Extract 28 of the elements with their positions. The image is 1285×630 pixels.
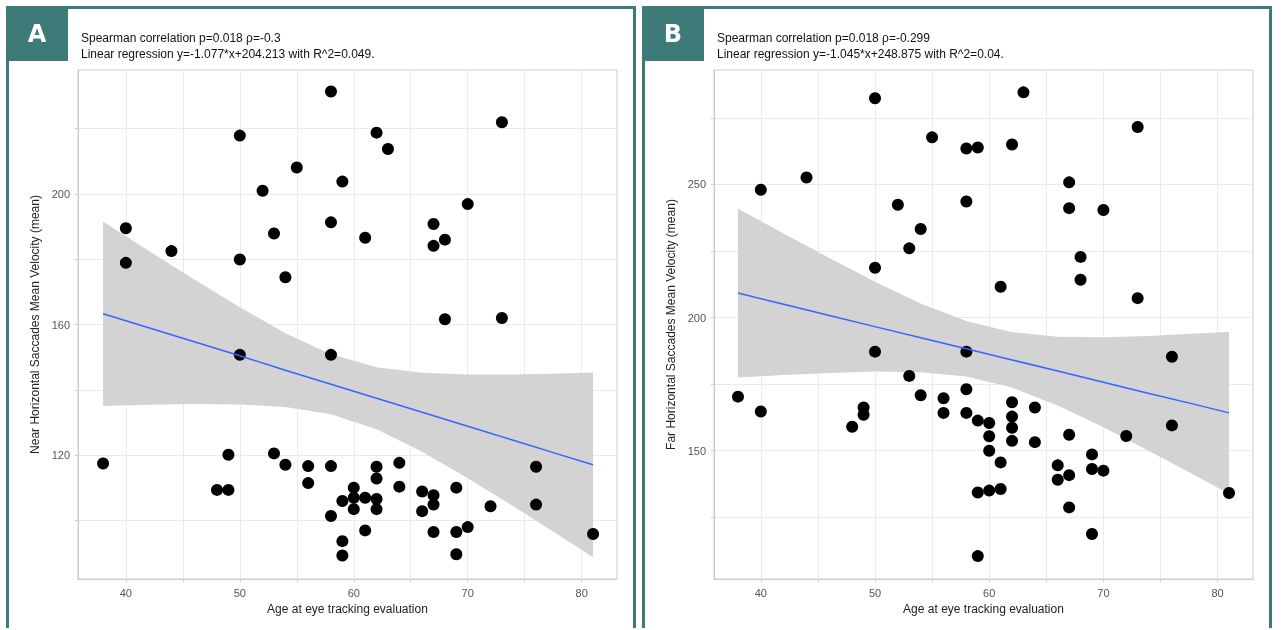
text: Spearman correlation p=0.018 ρ=-0.3 [81, 31, 281, 45]
chart-title: A [6, 6, 68, 61]
x-tick-label: 60 [347, 586, 360, 599]
x-tick-label: 70 [1097, 586, 1110, 599]
y-tick-label: 250 [687, 178, 706, 191]
line-series [737, 292, 1230, 414]
y-axis-title: Far Horizontal Saccades Mean Velocity (mean) [663, 199, 678, 450]
y-tick-label: 200 [687, 311, 706, 324]
text: Linear regression y=-1.077*x+204.213 with R^2=0.049. [81, 47, 375, 61]
x-tick-label: 40 [119, 586, 132, 599]
chart-title: B [642, 6, 704, 61]
x-tick-label: 60 [983, 586, 996, 599]
x-axis-title: Age at eye tracking evaluation [903, 601, 1064, 616]
x-tick-label: 50 [233, 586, 246, 599]
x-tick-label: 70 [461, 586, 474, 599]
line-series [102, 312, 594, 466]
y-tick-label: 160 [51, 318, 70, 331]
x-tick-label: 80 [1211, 586, 1224, 599]
x-tick-label: 80 [575, 586, 588, 599]
text: Spearman correlation p=0.018 ρ=-0.299 [717, 31, 930, 45]
y-axis-title: Near Horizontal Saccades Mean Velocity (mean) [27, 195, 42, 454]
y-tick-label: 120 [51, 449, 70, 462]
x-tick-label: 50 [868, 586, 882, 599]
y-tick-label: 150 [687, 444, 706, 457]
x-axis-title: Age at eye tracking evaluation [267, 601, 428, 616]
x-tick-label: 40 [754, 586, 767, 599]
text: Linear regression y=-1.045*x+248.875 with R^2=0.04. [717, 47, 1004, 61]
y-tick-label: 200 [51, 187, 70, 200]
